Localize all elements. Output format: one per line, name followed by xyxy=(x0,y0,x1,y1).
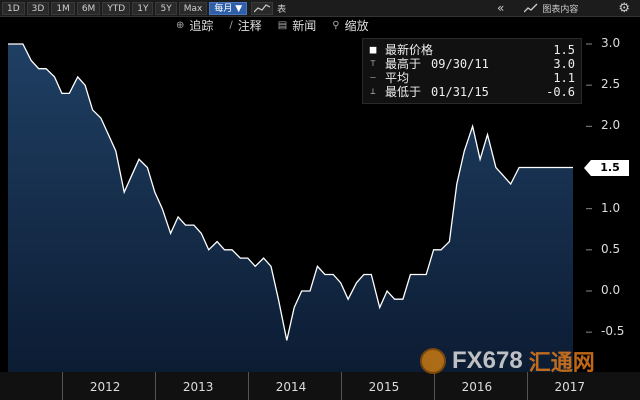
x-tick-label: 2013 xyxy=(182,380,214,394)
y-tick-label: 2.5 xyxy=(601,77,621,92)
legend-last-value: 1.5 xyxy=(553,43,575,57)
track-label: 追踪 xyxy=(189,19,214,33)
legend-low-date: 01/31/15 xyxy=(431,85,489,99)
current-value-badge: 1.5 xyxy=(584,160,629,176)
period-1y-button[interactable]: 1Y xyxy=(132,1,154,15)
y-tick-label: -0.5 xyxy=(601,324,625,339)
period-ytd-button[interactable]: YTD xyxy=(102,1,131,15)
series-line xyxy=(8,43,573,341)
line-chart-type-button[interactable] xyxy=(251,1,274,15)
frequency-dropdown[interactable]: 每月 ▼ xyxy=(209,1,248,15)
period-max-button[interactable]: Max xyxy=(178,1,208,15)
news-icon: ▤ xyxy=(277,20,288,31)
double-chevron-left-icon[interactable]: « xyxy=(496,1,505,15)
watermark-subtext: 汇通网 xyxy=(528,351,595,376)
period-3d-button[interactable]: 3D xyxy=(26,1,50,15)
legend-high-date: 09/30/11 xyxy=(431,57,489,71)
x-tick-label: 2014 xyxy=(275,380,307,394)
low-marker-icon: ⊥ xyxy=(370,87,376,97)
x-tick-label: 2015 xyxy=(368,380,400,394)
gear-icon[interactable]: ⚙ xyxy=(618,0,630,16)
series-area xyxy=(8,44,573,372)
track-button[interactable]: ⊕ 追踪 xyxy=(176,17,213,34)
x-tick xyxy=(154,372,156,400)
legend-high-value: 3.0 xyxy=(553,57,575,71)
y-tick-label: 3.0 xyxy=(601,36,621,50)
legend-avg-label: 平均 xyxy=(385,71,410,85)
y-tick-label: 1.0 xyxy=(601,200,621,215)
period-1m-button[interactable]: 1M xyxy=(51,1,75,15)
x-tick xyxy=(340,372,342,400)
period-1d-button[interactable]: 1D xyxy=(2,1,25,15)
chart-content-button[interactable]: 图表内容 xyxy=(542,4,579,15)
chart-content-icon xyxy=(524,3,538,13)
square-marker-icon: ■ xyxy=(369,43,377,56)
x-tick xyxy=(433,372,435,400)
pencil-icon: ∕ xyxy=(229,20,233,31)
period-5y-button[interactable]: 5Y xyxy=(155,1,177,15)
y-tick-label: 2.0 xyxy=(601,118,621,133)
average-marker-icon: — xyxy=(370,73,376,83)
x-tick-label: 2012 xyxy=(89,380,121,394)
legend-high-label: 最高于 xyxy=(385,57,422,71)
annotation-toolbar: ⊕ 追踪 ∕ 注释 ▤ 新闻 ⚲ 缩放 xyxy=(176,17,456,34)
x-tick xyxy=(526,372,528,400)
line-chart-icon xyxy=(254,3,271,12)
zoom-button[interactable]: ⚲ 缩放 xyxy=(332,17,368,34)
legend-last-label: 最新价格 xyxy=(385,43,434,57)
fx678-logo-icon xyxy=(420,348,446,374)
legend-avg-value: 1.1 xyxy=(553,71,575,85)
y-tick-label: 0.5 xyxy=(601,241,621,256)
high-marker-icon: ⊤ xyxy=(370,59,376,69)
news-button[interactable]: ▤ 新闻 xyxy=(278,17,316,34)
legend-panel: ■ 最新价格 1.5 ⊤ 最高于 09/30/11 3.0 — 平均 1.1 ⊥… xyxy=(362,38,582,104)
watermark: FX678 汇通网 xyxy=(420,345,595,377)
period-6m-button[interactable]: 6M xyxy=(76,1,101,15)
note-button[interactable]: ∕ 注释 xyxy=(229,17,261,34)
zoom-label: 缩放 xyxy=(344,19,369,33)
magnifier-icon: ⚲ xyxy=(332,20,340,31)
legend-low-value: -0.6 xyxy=(546,85,575,99)
x-tick-label: 2016 xyxy=(461,380,493,394)
x-tick xyxy=(61,372,63,400)
x-tick xyxy=(247,372,249,400)
crosshair-icon: ⊕ xyxy=(176,20,185,31)
table-view-button[interactable]: 表 xyxy=(277,4,287,15)
x-axis: 2012 2013 2014 2015 2016 2017 xyxy=(0,372,640,400)
x-tick-label: 2017 xyxy=(554,380,586,394)
legend-low-label: 最低于 xyxy=(385,85,422,99)
note-label: 注释 xyxy=(237,19,262,33)
y-tick-label: 0.0 xyxy=(601,283,621,297)
chart-toolbar: 1D 3D 1M 6M YTD 1Y 5Y Max 每月 ▼ 表 « 图表内容 … xyxy=(0,0,640,17)
news-label: 新闻 xyxy=(292,19,317,33)
watermark-text: FX678 xyxy=(452,347,523,374)
